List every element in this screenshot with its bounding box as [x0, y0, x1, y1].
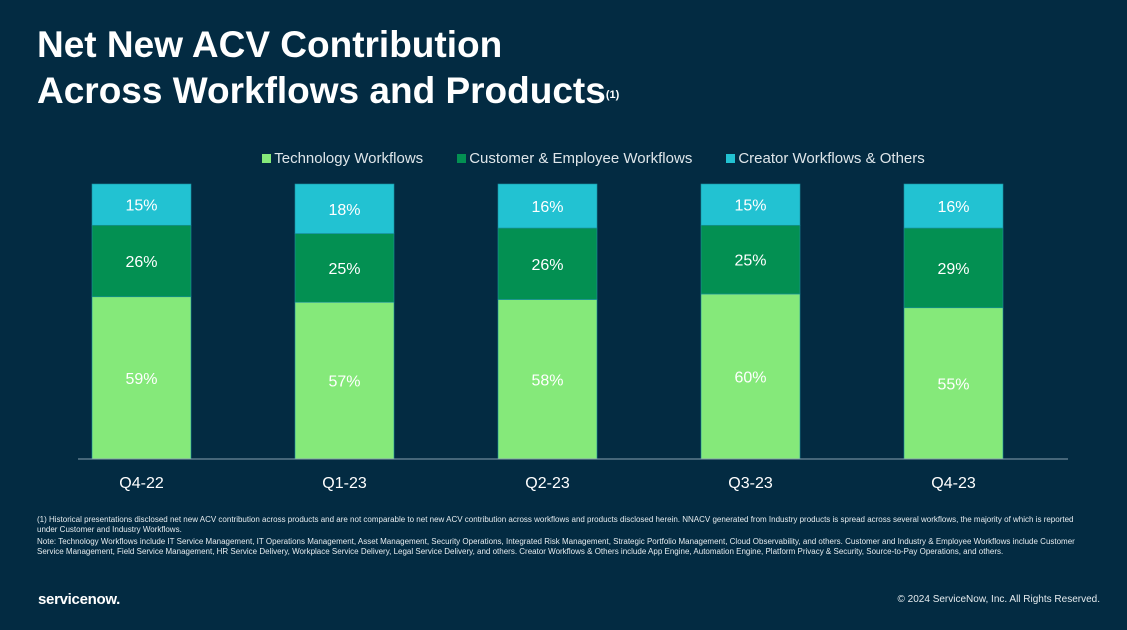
bar-segment — [497, 227, 598, 300]
data-label: 26% — [125, 254, 157, 271]
data-label: 25% — [734, 253, 766, 270]
data-label: 57% — [328, 374, 360, 391]
copyright: © 2024 ServiceNow, Inc. All Rights Reser… — [897, 594, 1100, 605]
data-label: 15% — [734, 198, 766, 215]
chart-legend: Technology Workflows Customer & Employee… — [0, 150, 1127, 167]
bar-segment — [497, 299, 598, 460]
data-label: 16% — [531, 199, 563, 216]
x-tick-label: Q4-23 — [931, 475, 976, 492]
bar-segment — [91, 296, 192, 460]
legend-item-customer-employee: Customer & Employee Workflows — [457, 150, 692, 167]
x-tick-label: Q1-23 — [322, 475, 367, 492]
bar-segment — [700, 293, 801, 460]
legend-label: Creator Workflows & Others — [738, 150, 925, 167]
bar-segment — [91, 224, 192, 298]
bar-segment — [294, 233, 395, 303]
data-label: 58% — [531, 372, 563, 389]
page-title: Net New ACV Contribution Across Workflow… — [37, 22, 619, 114]
bar-segment — [294, 183, 395, 234]
data-label: 26% — [531, 257, 563, 274]
data-label: 16% — [937, 199, 969, 216]
data-label: 60% — [734, 370, 766, 387]
bar-segment — [903, 183, 1004, 229]
legend-swatch-technology — [262, 154, 272, 163]
data-label: 29% — [937, 261, 969, 278]
footnote-note: Note: Technology Workflows include IT Se… — [37, 537, 1075, 556]
legend-label: Customer & Employee Workflows — [469, 150, 693, 167]
footnotes: (1) Historical presentations disclosed n… — [37, 515, 1087, 559]
footnote-1: (1) Historical presentations disclosed n… — [37, 515, 1074, 534]
title-footnote-marker: (1) — [605, 89, 620, 101]
bar-segment — [497, 183, 598, 229]
title-line-2: Across Workflows and Products — [37, 70, 606, 111]
bar-segment — [294, 301, 395, 460]
data-label: 59% — [125, 371, 157, 388]
data-label: 15% — [125, 198, 157, 215]
bar-segment — [903, 307, 1004, 460]
legend-item-creator: Creator Workflows & Others — [726, 150, 925, 167]
legend-swatch-creator — [726, 154, 736, 163]
servicenow-logo: servicenow. — [38, 591, 121, 608]
x-tick-label: Q3-23 — [728, 475, 773, 492]
bar-segment — [91, 183, 192, 226]
x-tick-label: Q4-22 — [119, 475, 164, 492]
title-line-1: Net New ACV Contribution — [37, 24, 503, 65]
legend-label: Technology Workflows — [274, 150, 424, 167]
legend-item-technology: Technology Workflows — [262, 150, 423, 167]
data-label: 55% — [937, 376, 969, 393]
data-label: 25% — [328, 261, 360, 278]
bar-segment — [903, 227, 1004, 309]
x-tick-label: Q2-23 — [525, 475, 570, 492]
legend-swatch-customer-employee — [457, 154, 467, 163]
data-label: 18% — [328, 202, 360, 219]
bar-segment — [700, 224, 801, 295]
bar-segment — [700, 183, 801, 226]
